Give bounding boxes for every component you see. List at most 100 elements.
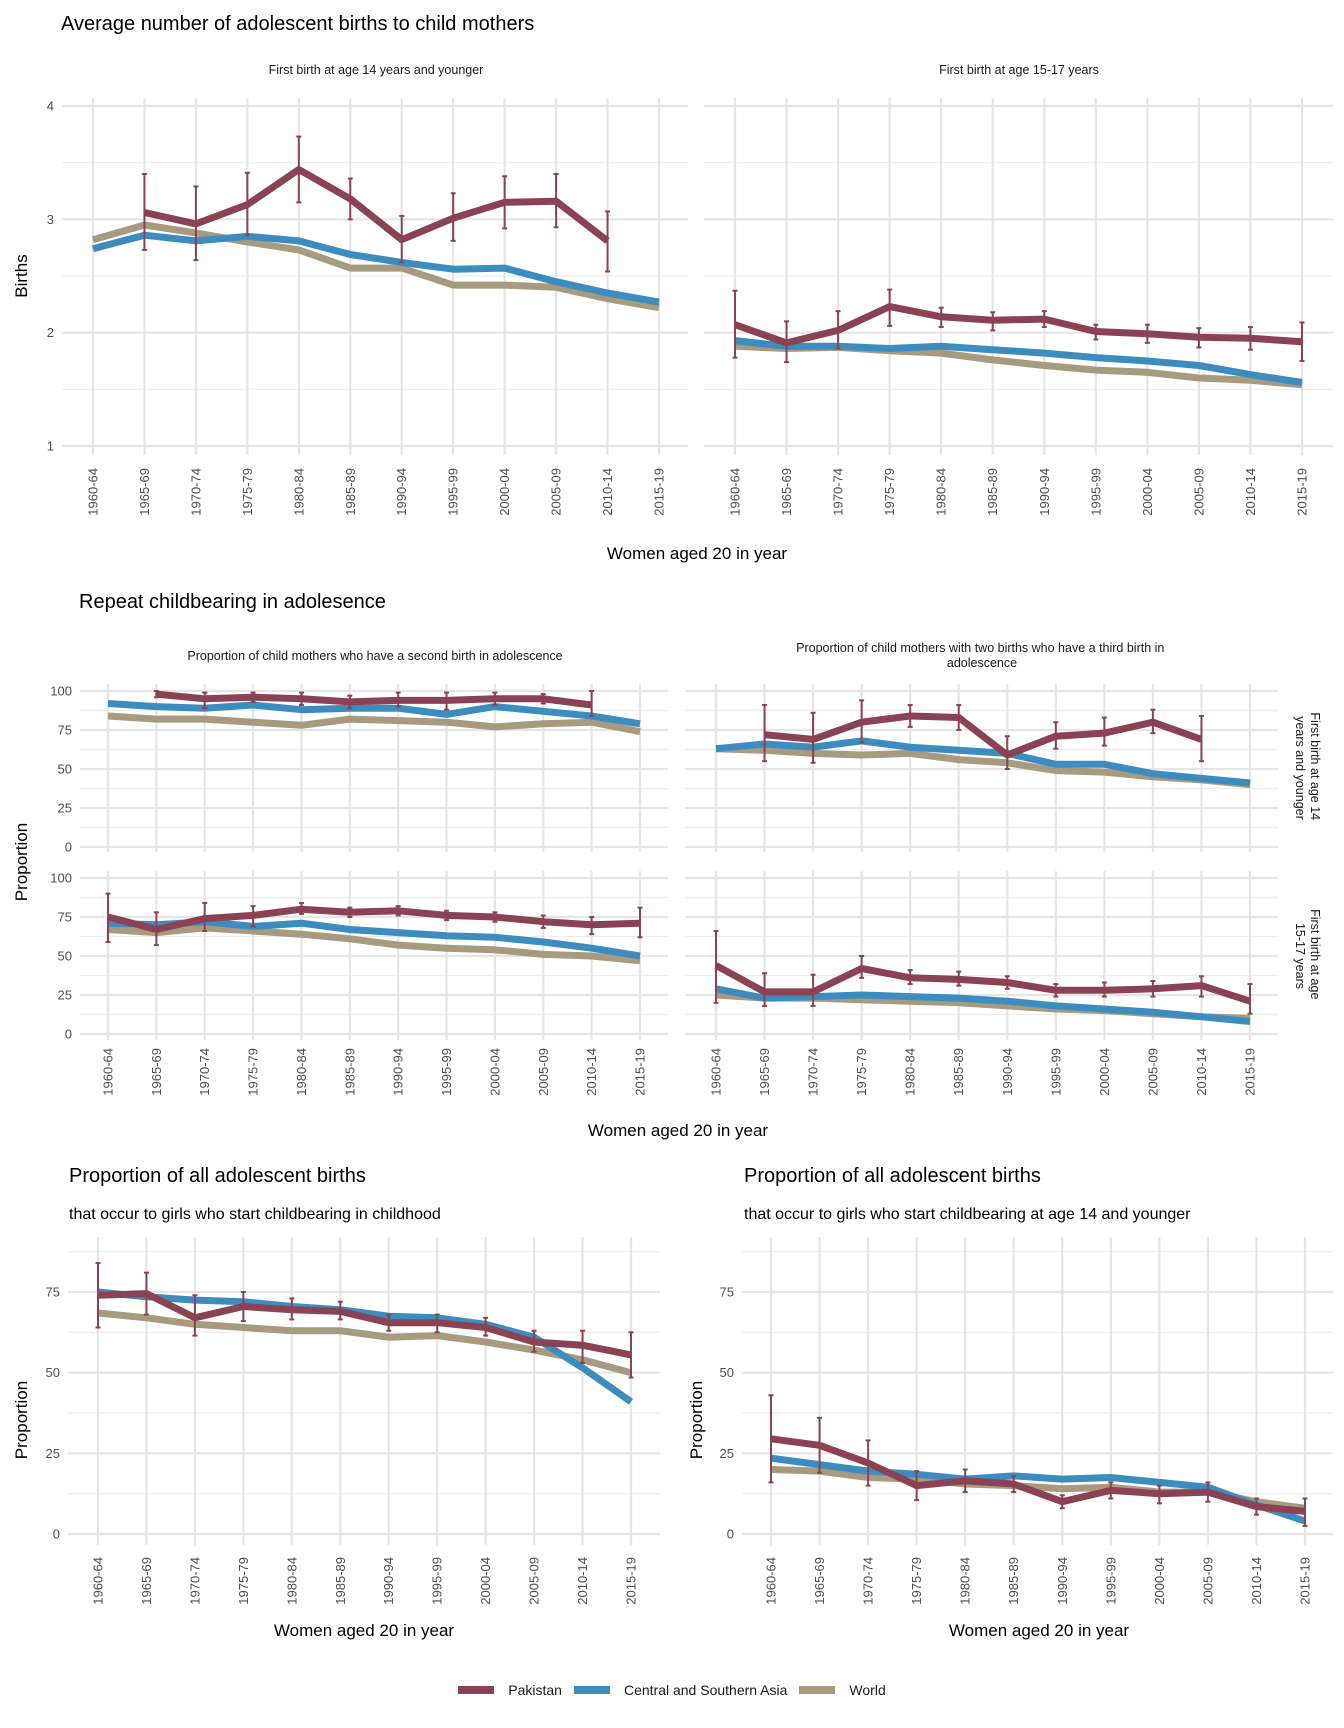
x-tick-label: 1990-94: [391, 1048, 406, 1096]
legend-label-central-southern-asia: Central and Southern Asia: [623, 1682, 788, 1698]
y-tick-label: 50: [46, 1365, 60, 1380]
y-axis-label-repeat: Proportion: [12, 823, 31, 901]
x-tick-label: 2010-14: [1243, 468, 1258, 516]
y-tick-label: 75: [46, 1285, 60, 1300]
x-tick-label: 2005-09: [536, 1048, 551, 1096]
legend-item-world: World: [799, 1682, 886, 1698]
x-tick-label: 1990-94: [1055, 1557, 1070, 1605]
column-strip-third-birth-line2: adolescence: [947, 656, 1017, 670]
x-tick-label: 1975-79: [240, 468, 255, 516]
x-tick-label: 1960-64: [101, 1048, 116, 1096]
y-tick-label: 50: [58, 949, 72, 964]
legend-label-world: World: [849, 1682, 886, 1698]
row-strip-14-younger-line2: years and younger: [1293, 716, 1307, 820]
series-line-central-and-southern-asia-b-0-1: [715, 737, 1251, 787]
column-strip-second-birth: Proportion of child mothers who have a s…: [187, 649, 562, 663]
y-tick-label: 50: [720, 1365, 734, 1380]
x-tick-label: 1980-84: [934, 468, 949, 516]
x-tick-label: 1980-84: [284, 1557, 299, 1605]
x-tick-label: 2015-19: [633, 1048, 648, 1096]
x-tick-label: 1980-84: [291, 468, 306, 516]
x-axis-label-repeat: Women aged 20 in year: [588, 1121, 769, 1140]
x-tick-label: 1965-69: [137, 468, 152, 516]
x-tick-label: 1980-84: [958, 1557, 973, 1605]
y-tick-label: 4: [47, 99, 54, 114]
series-line-pakistan-b-1-0: [107, 905, 641, 933]
x-tick-label: 1960-64: [86, 468, 101, 516]
y-axis-label-share-childhood: Proportion: [12, 1381, 31, 1459]
x-tick-label: 1990-94: [1037, 468, 1052, 516]
x-tick-label: 1960-64: [91, 1557, 106, 1605]
legend-item-pakistan: Pakistan: [458, 1682, 562, 1698]
series-line-pakistan-a-left: [143, 166, 610, 244]
x-tick-label: 2005-09: [1200, 1557, 1215, 1605]
series-line-world-c-left: [97, 1309, 632, 1377]
series-line-pakistan-c-right: [770, 1435, 1306, 1515]
series-line-pakistan-a-right: [733, 303, 1303, 347]
row-strip-15-17-line2: 15-17 years: [1293, 923, 1307, 989]
row-strip-15-17-line1: First birth at age: [1308, 909, 1322, 999]
x-tick-label: 1975-79: [236, 1557, 251, 1605]
x-axis-label-avg-births: Women aged 20 in year: [607, 544, 788, 563]
x-tick-label: 2000-04: [1140, 468, 1155, 516]
strip-label-left: First birth at age 14 years and younger: [269, 63, 484, 77]
y-axis-label-births: Births: [12, 254, 31, 297]
column-strip-third-birth: Proportion of child mothers with two bir…: [796, 641, 1168, 670]
y-tick-label: 1: [47, 439, 54, 454]
y-tick-label: 100: [50, 871, 72, 886]
x-tick-label: 1965-69: [149, 1048, 164, 1096]
y-tick-label: 0: [65, 1027, 72, 1042]
x-tick-label: 1960-64: [764, 1557, 779, 1605]
x-tick-label: 1970-74: [187, 1557, 202, 1605]
section-title-repeat: Repeat childbearing in adolesence: [79, 591, 386, 613]
x-tick-label: 2000-04: [487, 1048, 502, 1096]
x-tick-label: 1985-89: [343, 468, 358, 516]
x-tick-label: 2015-19: [1295, 468, 1310, 516]
x-tick-label: 2005-09: [549, 468, 564, 516]
series-line-pakistan-b-0-1: [764, 712, 1203, 759]
series-line-central-and-southern-asia-b-0-0: [107, 700, 641, 728]
x-tick-label: 1970-74: [831, 468, 846, 516]
series-line-central-and-southern-asia-b-1-1: [715, 985, 1251, 1025]
x-tick-label: 2000-04: [497, 468, 512, 516]
section-subtitle-share-14: that occur to girls who start childbeari…: [744, 1206, 1191, 1223]
y-tick-label: 25: [58, 801, 72, 816]
legend-item-central-southern-asia: Central and Southern Asia: [573, 1682, 788, 1698]
x-tick-label: 2010-14: [1249, 1557, 1264, 1605]
legend: Pakistan Central and Southern Asia World: [0, 1682, 1344, 1698]
x-tick-label: 1960-64: [728, 468, 743, 516]
x-tick-label: 2015-19: [1243, 1048, 1258, 1096]
x-tick-label: 1985-89: [1006, 1557, 1021, 1605]
x-tick-label: 2010-14: [1194, 1048, 1209, 1096]
x-tick-label: 2015-19: [624, 1557, 639, 1605]
x-tick-label: 2010-14: [584, 1048, 599, 1096]
y-tick-label: 25: [58, 988, 72, 1003]
x-tick-label: 2000-04: [478, 1557, 493, 1605]
x-tick-label: 1985-89: [985, 468, 1000, 516]
series-line-world-b-1-0: [107, 924, 641, 965]
section-subtitle-share-childhood: that occur to girls who start childbeari…: [69, 1206, 441, 1223]
section-title-share-14: Proportion of all adolescent births: [744, 1165, 1041, 1187]
x-tick-label: 2010-14: [600, 468, 615, 516]
y-tick-label: 75: [58, 910, 72, 925]
x-tick-label: 1995-99: [446, 468, 461, 516]
section-title-avg-births: Average number of adolescent births to c…: [61, 13, 534, 35]
legend-label-pakistan: Pakistan: [508, 1682, 562, 1698]
x-tick-label: 1975-79: [882, 468, 897, 516]
row-strip-14-younger: First birth at age 14 years and younger: [1293, 712, 1322, 823]
x-tick-label: 1975-79: [909, 1557, 924, 1605]
x-tick-label: 1965-69: [812, 1557, 827, 1605]
x-tick-label: 2005-09: [527, 1557, 542, 1605]
x-tick-label: 1985-89: [951, 1048, 966, 1096]
y-tick-label: 75: [58, 723, 72, 738]
column-strip-third-birth-line1: Proportion of child mothers with two bir…: [796, 641, 1164, 655]
y-tick-label: 75: [720, 1285, 734, 1300]
y-tick-label: 0: [727, 1527, 734, 1542]
x-tick-label: 2005-09: [1145, 1048, 1160, 1096]
series-line-central-and-southern-asia-c-right: [770, 1454, 1307, 1525]
x-axis-label-share-14: Women aged 20 in year: [949, 1621, 1130, 1640]
row-strip-15-17: First birth at age 15-17 years: [1293, 909, 1322, 1003]
x-tick-label: 1965-69: [757, 1048, 772, 1096]
legend-key-central-southern-asia: [573, 1686, 610, 1694]
